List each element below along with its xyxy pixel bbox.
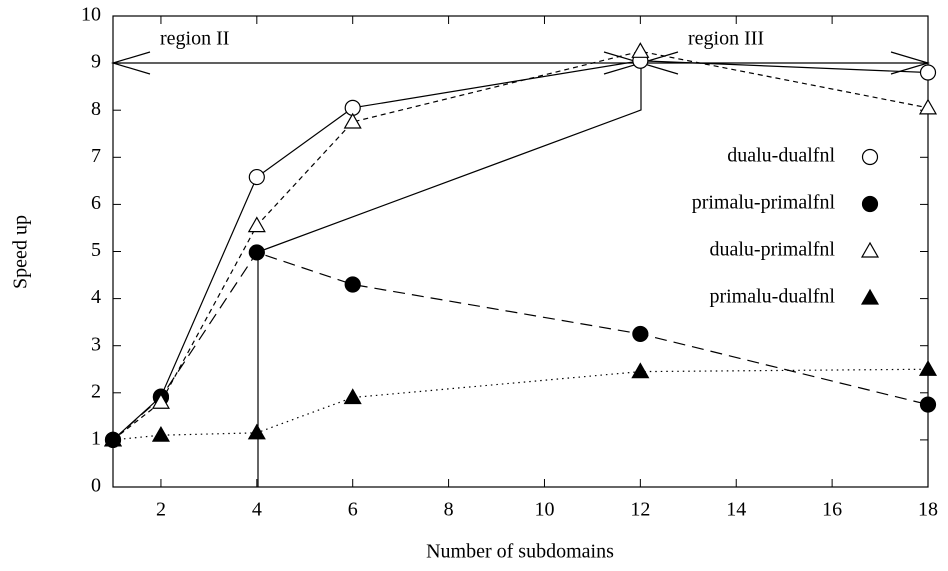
y-tick-label: 2 bbox=[91, 380, 101, 402]
legend-marker bbox=[861, 195, 879, 213]
marker bbox=[151, 393, 170, 409]
marker bbox=[632, 325, 649, 343]
x-tick-label: 4 bbox=[252, 499, 262, 521]
y-tick-label: 7 bbox=[91, 145, 101, 167]
x-tick-label: 16 bbox=[822, 499, 842, 521]
legend-marker bbox=[860, 288, 880, 305]
x-tick-label: 12 bbox=[630, 499, 650, 521]
y-tick-label: 6 bbox=[91, 192, 101, 214]
y-tick-label: 10 bbox=[81, 4, 101, 26]
x-tick-label: 2 bbox=[156, 499, 166, 521]
marker bbox=[247, 216, 266, 233]
x-tick-label: 10 bbox=[534, 499, 554, 521]
marker bbox=[918, 98, 938, 115]
marker bbox=[248, 244, 265, 261]
marker bbox=[247, 423, 266, 440]
marker bbox=[344, 276, 361, 293]
marker bbox=[631, 362, 650, 379]
y-tick-label: 4 bbox=[91, 286, 101, 308]
annotation: region III bbox=[688, 28, 764, 50]
legend-label: dualu-dualfnl bbox=[727, 145, 835, 167]
y-tick-label: 8 bbox=[91, 98, 101, 120]
y-tick-label: 3 bbox=[91, 333, 101, 355]
marker bbox=[919, 64, 937, 81]
marker bbox=[631, 42, 650, 58]
marker bbox=[918, 360, 938, 376]
legend-label: primalu-dualfnl bbox=[709, 286, 835, 308]
marker bbox=[343, 112, 362, 129]
x-tick-label: 18 bbox=[918, 499, 938, 521]
x-tick-label: 8 bbox=[444, 499, 454, 521]
series-line bbox=[112, 368, 929, 441]
legend-label: primalu-primalfnl bbox=[692, 192, 836, 214]
x-tick-label: 6 bbox=[348, 499, 358, 521]
marker bbox=[343, 388, 362, 405]
y-tick-label: 9 bbox=[91, 51, 101, 73]
series-line bbox=[112, 50, 929, 441]
y-tick-label: 0 bbox=[91, 475, 101, 497]
legend-marker bbox=[860, 241, 880, 258]
y-tick-label: 1 bbox=[91, 427, 101, 449]
annotation: region II bbox=[160, 28, 229, 50]
annotation-lines bbox=[110, 51, 931, 487]
legend-marker bbox=[861, 148, 879, 166]
marker bbox=[151, 425, 170, 442]
x-tick-label: 14 bbox=[726, 499, 746, 521]
series-line bbox=[112, 251, 929, 441]
y-axis-label: Speed up bbox=[10, 215, 32, 289]
marker bbox=[919, 396, 937, 413]
divider bbox=[257, 63, 642, 253]
y-tick-label: 5 bbox=[91, 239, 101, 261]
x-axis-label: Number of subdomains bbox=[426, 541, 614, 563]
marker bbox=[103, 430, 123, 447]
series-line bbox=[112, 60, 929, 441]
legend-label: dualu-primalfnl bbox=[709, 239, 835, 261]
marker bbox=[248, 168, 265, 186]
